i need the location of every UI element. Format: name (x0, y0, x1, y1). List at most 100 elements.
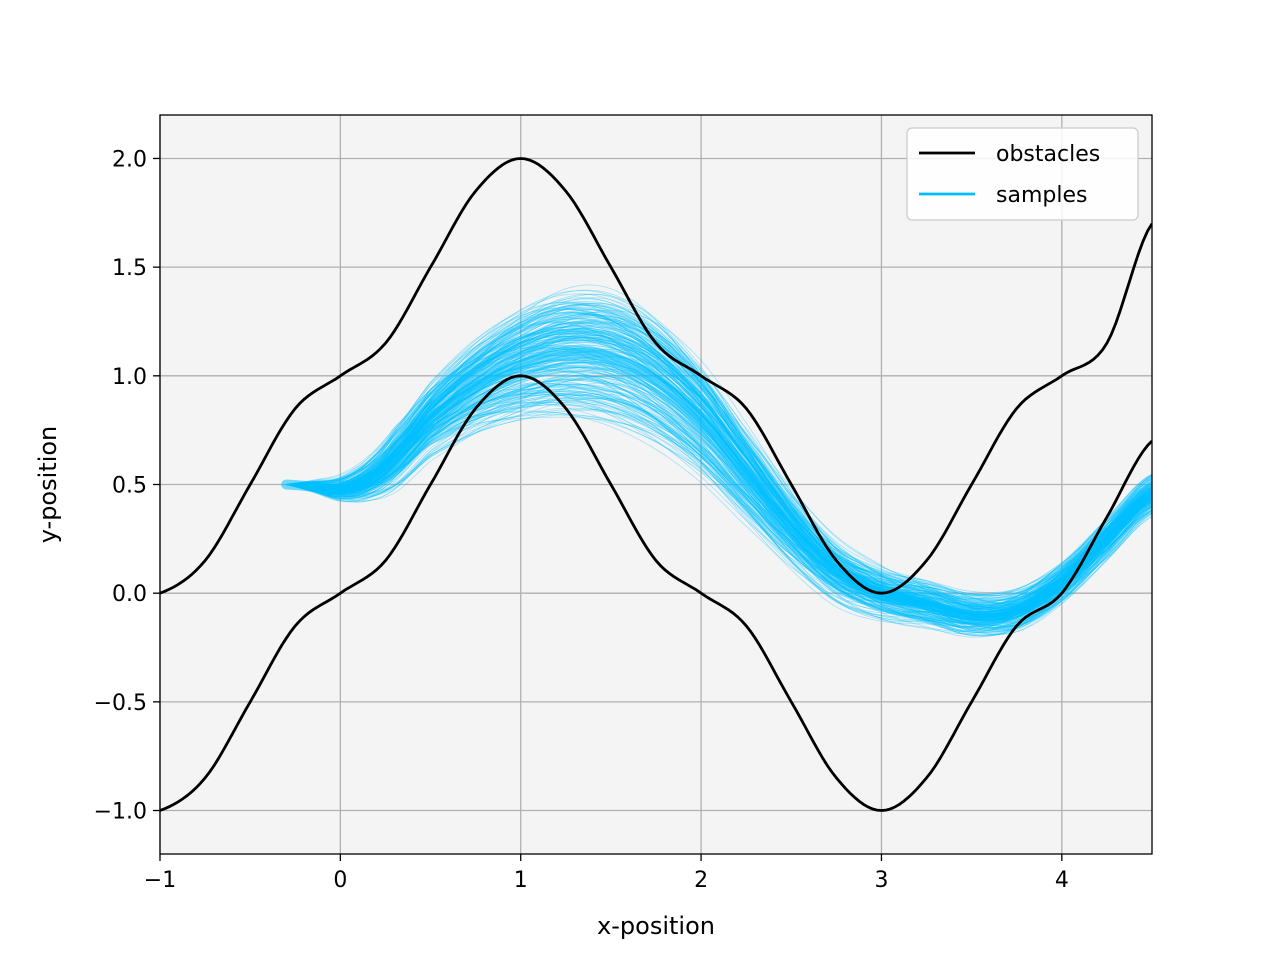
sample-trajectory (286, 414, 1152, 603)
sample-trajectory (286, 327, 1152, 596)
sample-trajectory (286, 293, 1152, 625)
sample-trajectory (286, 312, 1152, 601)
sample-trajectory (286, 378, 1152, 612)
sample-trajectory (286, 319, 1152, 622)
sample-trajectory (286, 377, 1152, 604)
x-tick-label: 1 (514, 868, 528, 893)
sample-mean-band (281, 348, 1152, 621)
x-axis-label: x-position (597, 912, 715, 940)
sample-trajectory (286, 389, 1152, 611)
sample-trajectory (286, 311, 1152, 604)
sample-trajectory (286, 349, 1152, 632)
y-axis-label: y-position (34, 426, 62, 544)
sample-trajectory (286, 368, 1152, 635)
sample-trajectory (286, 348, 1152, 609)
sample-trajectory (286, 308, 1152, 608)
sample-trajectory (286, 351, 1152, 602)
sample-trajectory (286, 316, 1152, 609)
sample-trajectory (286, 342, 1152, 637)
sample-trajectory (286, 315, 1152, 610)
sample-trajectory (286, 350, 1152, 626)
sample-trajectory (286, 376, 1152, 613)
y-tick-label: 0.0 (112, 582, 147, 607)
sample-trajectory (286, 369, 1152, 628)
sample-trajectory (286, 309, 1152, 613)
sample-trajectory (286, 297, 1152, 607)
x-tick-label: 3 (874, 868, 888, 893)
sample-trajectory (286, 410, 1152, 627)
obstacle-upper-curve (160, 157, 1152, 595)
sample-trajectory (286, 293, 1152, 624)
sample-trajectory (286, 313, 1152, 631)
legend-box (906, 127, 1139, 221)
sample-trajectory (286, 397, 1152, 606)
sample-trajectory (286, 297, 1152, 616)
sample-trajectory (286, 322, 1152, 629)
sample-trajectories (281, 284, 1152, 638)
sample-trajectory (286, 416, 1152, 632)
sample-trajectory (286, 302, 1152, 625)
sample-trajectory (286, 289, 1152, 633)
sample-trajectory (286, 307, 1152, 596)
sample-trajectory (286, 321, 1152, 630)
x-tick-label: 4 (1055, 868, 1069, 893)
sample-trajectory (286, 298, 1152, 606)
sample-trajectory (286, 382, 1152, 623)
sample-trajectory (286, 312, 1152, 634)
sample-trajectory (286, 390, 1152, 635)
x-tick-label: −1 (144, 868, 176, 893)
obstacle-curves (160, 157, 1152, 812)
sample-trajectory (286, 375, 1152, 617)
sample-trajectory (286, 290, 1152, 629)
y-tick-label: −0.5 (94, 691, 147, 716)
sample-trajectory (286, 381, 1152, 607)
sample-trajectory (286, 393, 1152, 636)
sample-trajectory (286, 348, 1152, 606)
sample-trajectory (286, 365, 1152, 632)
sample-trajectory (286, 408, 1152, 629)
sample-trajectory (286, 304, 1152, 608)
y-tick-label: −1.0 (94, 800, 147, 825)
sample-trajectory (286, 379, 1152, 610)
sample-trajectory (286, 322, 1152, 633)
sample-trajectory (286, 327, 1152, 599)
sample-trajectory (286, 398, 1152, 636)
obstacle-lower-curve (160, 374, 1152, 812)
y-axis: −1.0 −0.5 0.0 0.5 1.0 1.5 2.0 (94, 147, 160, 825)
sample-trajectory (286, 347, 1152, 628)
sample-trajectory (286, 344, 1152, 604)
sample-trajectory (286, 293, 1152, 628)
sample-trajectory (286, 382, 1152, 625)
sample-trajectory (286, 318, 1152, 605)
sample-trajectory (286, 361, 1152, 627)
sample-trajectory (286, 407, 1152, 606)
sample-trajectory (286, 364, 1152, 603)
sample-trajectory (286, 313, 1152, 609)
sample-trajectory (286, 333, 1152, 608)
sample-trajectory (286, 393, 1152, 625)
sample-trajectory (286, 330, 1152, 607)
sample-trajectory (286, 393, 1152, 607)
sample-trajectory (286, 375, 1152, 632)
sample-trajectory (286, 326, 1152, 621)
y-tick-label: 1.5 (112, 256, 147, 281)
sample-trajectory (286, 329, 1152, 593)
sample-trajectory (286, 411, 1152, 627)
sample-trajectory (286, 414, 1152, 609)
sample-trajectory (286, 410, 1152, 609)
sample-trajectory (286, 303, 1152, 602)
sample-trajectory (286, 326, 1152, 629)
x-tick-label: 2 (694, 868, 708, 893)
legend-label: samples (996, 183, 1087, 208)
legend: obstacles samples (906, 127, 1139, 221)
sample-trajectory (286, 379, 1152, 631)
sample-trajectory (286, 335, 1152, 621)
sample-trajectory (286, 401, 1152, 628)
sample-trajectory (286, 368, 1152, 615)
sample-trajectory (286, 318, 1152, 633)
sample-trajectory (286, 322, 1152, 624)
sample-trajectory (286, 336, 1152, 628)
sample-trajectory (286, 402, 1152, 604)
